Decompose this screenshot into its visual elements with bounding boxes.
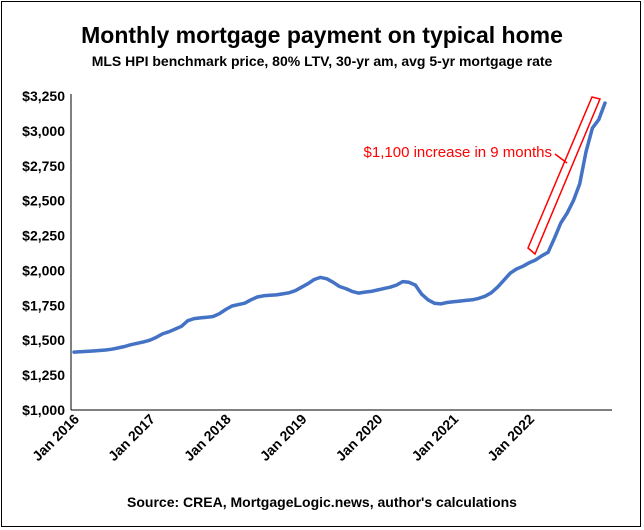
y-tick-label: $2,500 <box>22 193 65 209</box>
x-tick-label: Jan 2018 <box>181 411 234 464</box>
y-tick-labels: $1,000 $1,250 $1,500 $1,750 $2,000 $2,250 $2,5… <box>22 88 65 418</box>
series-group <box>72 101 607 354</box>
y-tick-label: $2,250 <box>22 228 65 244</box>
y-tick-label: $1,000 <box>22 402 65 418</box>
x-tick-label: Jan 2016 <box>29 411 82 464</box>
y-tick-label: $3,000 <box>22 123 65 139</box>
x-tick-labels: Jan 2016 Jan 2017 Jan 2018 Jan 2019 Jan 2020… <box>29 411 537 464</box>
y-tick-label: $1,500 <box>22 332 65 348</box>
x-tick-label: Jan 2020 <box>332 411 385 464</box>
annotation: $1,100 increase in 9 months <box>364 96 602 256</box>
chart-title: Monthly mortgage payment on typical home <box>81 22 563 48</box>
x-tick-label: Jan 2017 <box>105 411 158 464</box>
chart-source: Source: CREA, MortgageLogic.news, author… <box>127 494 517 510</box>
y-tick-label: $2,750 <box>22 158 65 174</box>
y-tick-label: $3,250 <box>22 88 65 104</box>
chart-subtitle: MLS HPI benchmark price, 80% LTV, 30-yr … <box>91 53 553 69</box>
x-tick-label: Jan 2019 <box>257 411 310 464</box>
x-tick-label: Jan 2022 <box>484 411 537 464</box>
annotation-leader-line <box>554 153 568 164</box>
y-tick-label: $2,000 <box>22 262 65 278</box>
annotation-text: $1,100 increase in 9 months <box>364 144 552 161</box>
y-tick-label: $1,750 <box>22 297 65 313</box>
series-line-mortgage-payment <box>72 101 607 354</box>
annotation-highlight-box <box>527 96 602 256</box>
y-tick-label: $1,250 <box>22 367 65 383</box>
x-tick-label: Jan 2021 <box>408 411 461 464</box>
